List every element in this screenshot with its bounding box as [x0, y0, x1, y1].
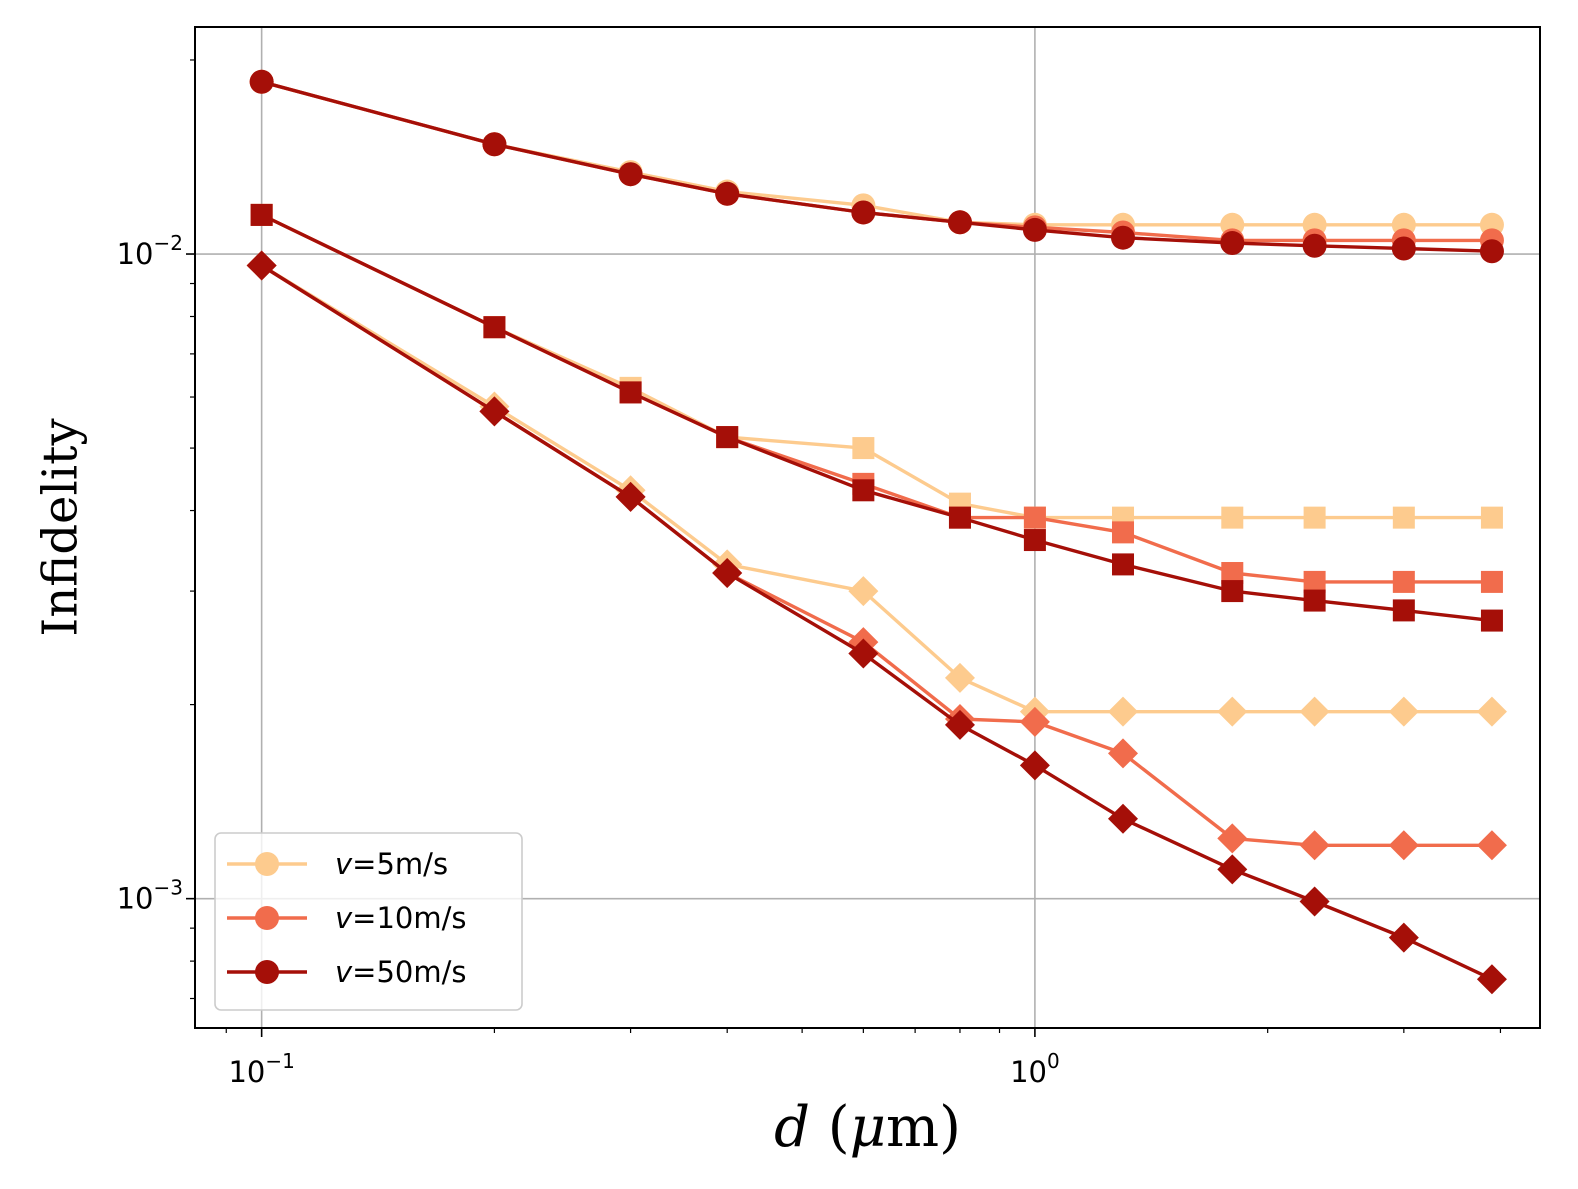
series-diamond-10m-per-s [246, 250, 1507, 861]
series-line [260, 264, 1493, 981]
series-line [260, 213, 1492, 520]
data-point [1299, 830, 1330, 861]
data-point [715, 181, 740, 206]
data-point [619, 381, 642, 404]
data-point [1111, 225, 1136, 250]
legend-marker [255, 852, 279, 876]
data-point [944, 709, 975, 740]
series-line [260, 264, 1492, 847]
legend-label: v=10m/s [335, 901, 467, 935]
data-point [1023, 506, 1046, 529]
data-point [1019, 706, 1050, 737]
data-point [1392, 570, 1415, 593]
data-point [1112, 521, 1135, 544]
data-point [1217, 823, 1248, 854]
data-point [1112, 553, 1135, 576]
y-tick-label: 10−3 [117, 876, 183, 916]
data-point [1391, 236, 1416, 261]
data-point [1108, 803, 1139, 834]
data-point [1480, 570, 1503, 593]
legend-marker [255, 960, 279, 984]
series-circle-50m-per-s [249, 69, 1504, 264]
legend-entry: v=5m/s [227, 847, 448, 881]
data-point [1392, 506, 1415, 529]
data-series [246, 69, 1507, 995]
data-point [852, 479, 875, 502]
series-square-50m-per-s [250, 203, 1503, 632]
data-point [1108, 738, 1139, 769]
data-point [947, 210, 972, 235]
data-point [249, 69, 274, 94]
data-point [1217, 854, 1248, 885]
x-axis-label: d (μm) [774, 1095, 961, 1160]
data-point [1299, 886, 1330, 917]
data-point [1023, 529, 1046, 552]
data-point [848, 638, 879, 669]
data-point [1480, 609, 1503, 632]
data-point [852, 437, 875, 460]
series-line [261, 80, 1492, 227]
data-point [1303, 506, 1326, 529]
series-square-10m-per-s [250, 203, 1503, 593]
y-tick-label: 10−2 [117, 231, 183, 271]
legend-label: v=50m/s [335, 955, 467, 989]
data-point [948, 506, 971, 529]
legend-entry: v=10m/s [227, 901, 467, 935]
data-point [1476, 964, 1507, 995]
data-point [851, 200, 876, 225]
data-point [1221, 506, 1244, 529]
legend-marker [255, 906, 279, 930]
data-point [250, 203, 273, 226]
data-point [1221, 562, 1244, 585]
data-point [1303, 570, 1326, 593]
data-point [1388, 830, 1419, 861]
data-point [1476, 830, 1507, 861]
legend: v=5m/s v=10m/s v=50m/s [214, 832, 523, 1011]
legend-label: v=5m/s [335, 847, 448, 881]
data-point [1476, 696, 1507, 727]
data-point [1217, 696, 1248, 727]
data-point [1299, 696, 1330, 727]
legend-box [214, 832, 523, 1011]
data-point [1392, 599, 1415, 622]
y-axis-label: Infidelity [33, 418, 89, 636]
series-circle-5m-per-s [249, 69, 1504, 237]
data-point [246, 250, 277, 281]
data-point [848, 576, 879, 607]
data-point [615, 481, 646, 512]
axis-ticks: 10−1 100 10−2 10−3 [117, 59, 1502, 1089]
data-point [483, 316, 506, 339]
x-tick-label: 100 [1010, 1049, 1060, 1089]
data-point [479, 396, 510, 427]
data-point [716, 426, 739, 449]
data-point [1220, 231, 1245, 256]
data-point [1479, 239, 1504, 264]
data-point [1480, 506, 1503, 529]
x-tick-label: 10−1 [228, 1049, 294, 1089]
data-point [712, 558, 743, 589]
data-point [1019, 750, 1050, 781]
series-line [261, 80, 1492, 253]
data-point [1303, 589, 1326, 612]
plot-frame [194, 26, 1541, 1029]
legend-entry: v=50m/s [227, 955, 467, 989]
data-point [1388, 922, 1419, 953]
data-point [618, 162, 643, 187]
axis-labels: d (μm) Infidelity [33, 418, 961, 1160]
series-line [260, 213, 1493, 623]
data-point [944, 662, 975, 693]
data-point [1108, 696, 1139, 727]
data-point [482, 132, 507, 157]
data-point [1302, 233, 1327, 258]
data-point [1221, 580, 1244, 603]
data-point [1388, 696, 1419, 727]
series-diamond-50m-per-s [246, 250, 1507, 995]
data-point [1022, 217, 1047, 242]
